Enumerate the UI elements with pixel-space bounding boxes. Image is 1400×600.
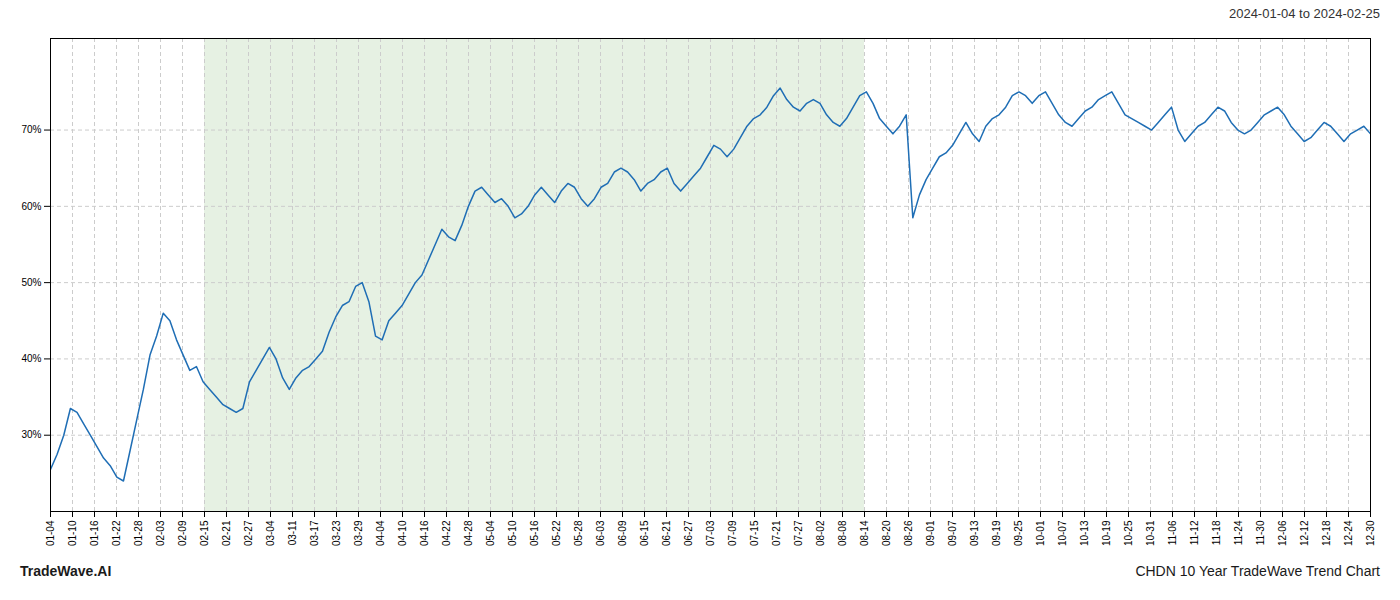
svg-text:11-18: 11-18 [1211, 520, 1222, 545]
svg-text:40%: 40% [21, 353, 41, 364]
svg-text:03-04: 03-04 [265, 520, 276, 546]
svg-text:12-24: 12-24 [1343, 520, 1354, 546]
svg-text:08-26: 08-26 [903, 520, 914, 546]
svg-text:08-02: 08-02 [815, 520, 826, 546]
svg-text:11-24: 11-24 [1233, 520, 1244, 545]
svg-text:05-04: 05-04 [485, 520, 496, 546]
svg-text:10-13: 10-13 [1079, 520, 1090, 546]
svg-text:09-07: 09-07 [947, 520, 958, 546]
svg-text:06-03: 06-03 [595, 520, 606, 546]
svg-text:09-01: 09-01 [925, 520, 936, 546]
svg-text:12-06: 12-06 [1277, 520, 1288, 546]
svg-text:07-21: 07-21 [771, 520, 782, 546]
svg-text:07-09: 07-09 [727, 520, 738, 546]
svg-text:10-31: 10-31 [1145, 520, 1156, 546]
svg-text:03-29: 03-29 [353, 520, 364, 546]
svg-text:04-22: 04-22 [441, 520, 452, 546]
svg-text:03-23: 03-23 [331, 520, 342, 546]
svg-text:30%: 30% [21, 429, 41, 440]
svg-text:04-04: 04-04 [375, 520, 386, 546]
svg-text:02-15: 02-15 [199, 520, 210, 546]
svg-text:05-10: 05-10 [507, 520, 518, 546]
svg-text:12-18: 12-18 [1321, 520, 1332, 546]
svg-text:01-10: 01-10 [67, 520, 78, 546]
svg-text:05-16: 05-16 [529, 520, 540, 546]
svg-text:07-27: 07-27 [793, 520, 804, 546]
svg-text:02-09: 02-09 [177, 520, 188, 546]
svg-text:12-30: 12-30 [1365, 520, 1376, 546]
svg-text:03-17: 03-17 [309, 520, 320, 546]
svg-text:01-16: 01-16 [89, 520, 100, 546]
svg-text:11-30: 11-30 [1255, 520, 1266, 545]
svg-text:08-08: 08-08 [837, 520, 848, 546]
svg-text:01-22: 01-22 [111, 520, 122, 546]
svg-text:11-12: 11-12 [1189, 520, 1200, 545]
svg-text:70%: 70% [21, 124, 41, 135]
svg-text:03-11: 03-11 [287, 520, 298, 545]
svg-text:02-03: 02-03 [155, 520, 166, 546]
svg-text:04-10: 04-10 [397, 520, 408, 546]
svg-text:07-15: 07-15 [749, 520, 760, 546]
svg-text:02-21: 02-21 [221, 520, 232, 546]
html-text:CHDN 10 Year TradeWave Trend C: CHDN 10 Year TradeWave Trend Chart [1135, 563, 1380, 579]
svg-text:01-28: 01-28 [133, 520, 144, 546]
svg-text:10-25: 10-25 [1123, 520, 1134, 546]
svg-text:09-13: 09-13 [969, 520, 980, 546]
svg-text:06-27: 06-27 [683, 520, 694, 546]
svg-text:50%: 50% [21, 277, 41, 288]
svg-text:08-20: 08-20 [881, 520, 892, 546]
svg-text:10-19: 10-19 [1101, 520, 1112, 546]
svg-text:07-03: 07-03 [705, 520, 716, 546]
svg-text:06-09: 06-09 [617, 520, 628, 546]
html-text:TradeWave.AI: TradeWave.AI [20, 563, 112, 579]
svg-text:06-15: 06-15 [639, 520, 650, 546]
svg-text:06-21: 06-21 [661, 520, 672, 546]
svg-text:10-07: 10-07 [1057, 520, 1068, 546]
svg-text:09-25: 09-25 [1013, 520, 1024, 546]
svg-text:60%: 60% [21, 201, 41, 212]
svg-text:05-22: 05-22 [551, 520, 562, 546]
svg-text:09-19: 09-19 [991, 520, 1002, 546]
svg-text:04-16: 04-16 [419, 520, 430, 546]
html-text:2024-01-04 to 2024-02-25: 2024-01-04 to 2024-02-25 [1228, 6, 1380, 21]
svg-text:05-28: 05-28 [573, 520, 584, 546]
svg-text:08-14: 08-14 [859, 520, 870, 546]
svg-text:01-04: 01-04 [45, 520, 56, 546]
svg-text:02-27: 02-27 [243, 520, 254, 546]
svg-text:12-12: 12-12 [1299, 520, 1310, 546]
svg-text:11-06: 11-06 [1167, 520, 1178, 545]
svg-text:10-01: 10-01 [1035, 520, 1046, 546]
svg-text:04-28: 04-28 [463, 520, 474, 546]
